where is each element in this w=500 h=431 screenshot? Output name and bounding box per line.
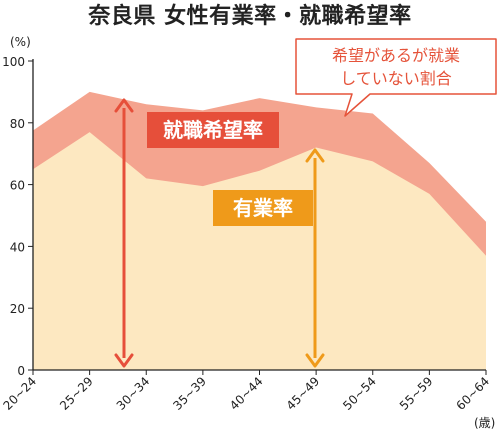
x-tick-label: 25~29 bbox=[57, 374, 96, 413]
x-tick-label: 40~44 bbox=[227, 374, 266, 413]
x-tick-label: 20~24 bbox=[1, 374, 40, 413]
employment-rate-arrow-head-top bbox=[305, 148, 325, 163]
x-tick-label: 35~39 bbox=[170, 374, 209, 413]
chart-title: 奈良県 女性有業率・就職希望率 bbox=[88, 4, 412, 29]
employment-rate-arrow-head-bottom bbox=[305, 353, 325, 368]
x-tick-label: 45~49 bbox=[284, 374, 323, 413]
x-tick-label: 50~54 bbox=[340, 374, 379, 413]
y-tick-label: 20 bbox=[10, 302, 25, 316]
callout-line-1: 希望があるが就業 bbox=[332, 46, 460, 65]
y-tick-label: 100 bbox=[2, 55, 25, 69]
seeking-rate-label: 就職希望率 bbox=[147, 112, 279, 148]
seeking-rate-label-bg bbox=[147, 112, 279, 148]
x-axis-unit: (歳) bbox=[474, 416, 495, 430]
seeking-rate-label-text: 就職希望率 bbox=[163, 118, 263, 142]
series-area-employed bbox=[33, 132, 486, 370]
employment-rate-arrow bbox=[305, 148, 325, 368]
callout-line-2: していない割合 bbox=[340, 69, 452, 88]
seeking-rate-arrow-head-bottom bbox=[114, 353, 134, 368]
employment-rate-label: 有業率 bbox=[213, 190, 313, 226]
y-axis-unit: (%) bbox=[10, 35, 31, 49]
y-tick-label: 60 bbox=[10, 179, 25, 193]
x-tick-label: 60~64 bbox=[454, 374, 493, 413]
seeking-rate-arrow bbox=[114, 98, 134, 368]
x-tick-label: 30~34 bbox=[114, 374, 153, 413]
y-tick-label: 40 bbox=[10, 240, 25, 254]
x-tick-label: 55~59 bbox=[397, 374, 436, 413]
y-tick-label: 0 bbox=[17, 364, 25, 378]
y-tick-label: 80 bbox=[10, 117, 25, 131]
employment-rate-label-bg bbox=[213, 190, 313, 226]
callout-box bbox=[295, 38, 497, 117]
seeking-rate-arrow-head-top bbox=[114, 98, 134, 113]
employment-rate-label-text: 有業率 bbox=[233, 196, 293, 220]
